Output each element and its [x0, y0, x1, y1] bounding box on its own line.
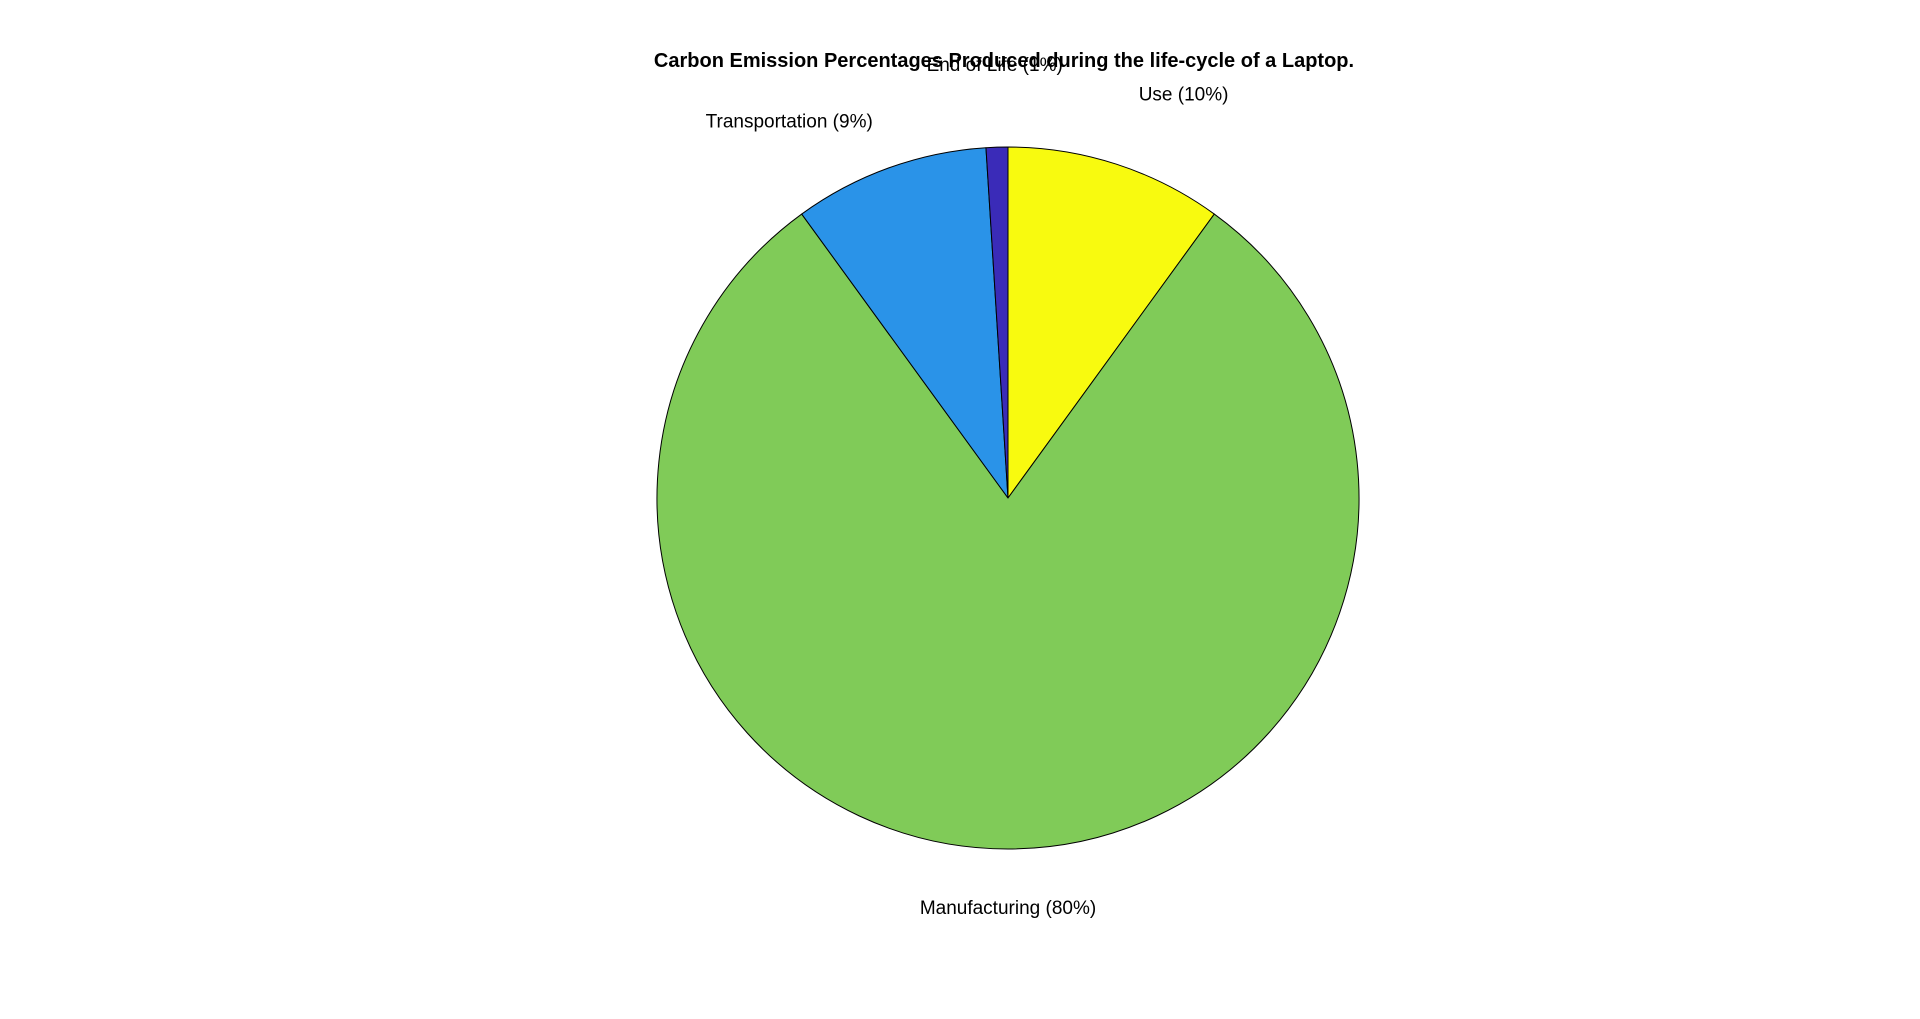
- slice-label-manufacturing: Manufacturing (80%): [920, 898, 1096, 919]
- pie-slice-end-of-life: [985, 146, 1009, 499]
- pie-slice-transportation: [801, 147, 1009, 499]
- slice-label-end-of-life: End of Life (1%): [927, 55, 1063, 76]
- pie-slices: [656, 146, 1360, 850]
- pie-labels: Use (10%) Manufacturing (80%) Transportati…: [706, 55, 1229, 919]
- pie-slice-manufacturing: [656, 213, 1360, 850]
- pie-slice-use: [1007, 146, 1215, 499]
- slice-label-transportation: Transportation (9%): [706, 112, 873, 133]
- slice-label-use: Use (10%): [1139, 85, 1229, 106]
- chart-title: Carbon Emission Percentages Produced dur…: [654, 50, 1354, 72]
